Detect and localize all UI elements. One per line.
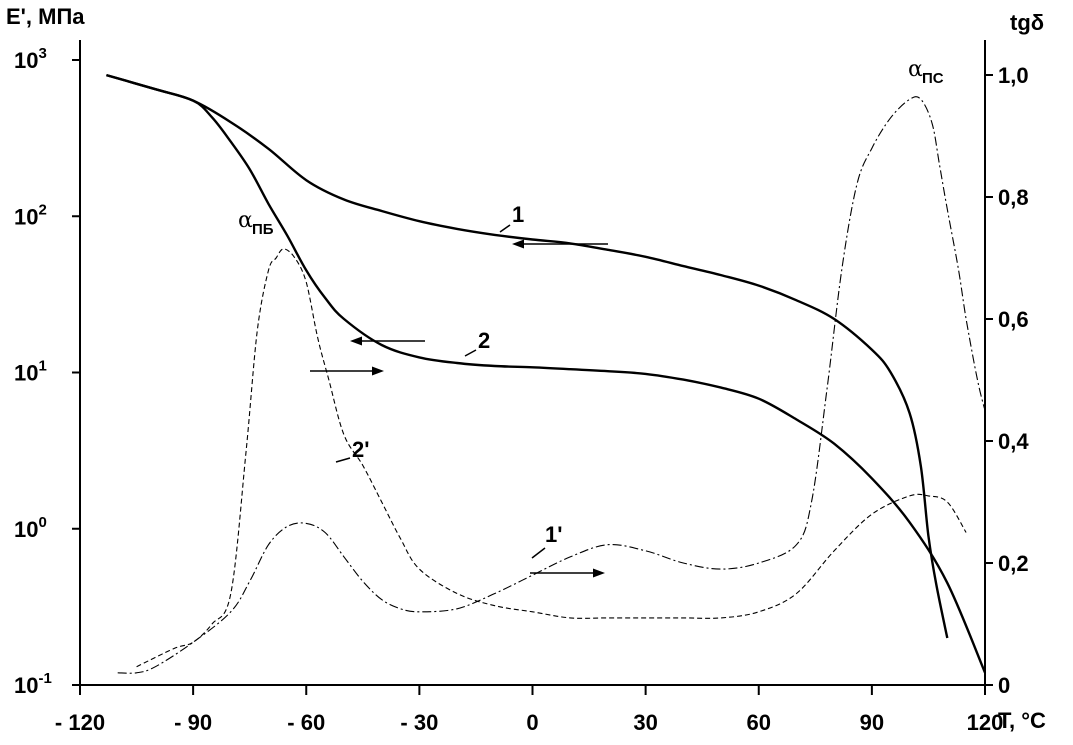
y-right-tick-label: 1,0 <box>998 63 1029 88</box>
leader-1prime <box>531 547 546 559</box>
y-right-tick-label: 0,8 <box>998 185 1029 210</box>
x-tick-label: 30 <box>633 710 657 735</box>
series-1-line <box>106 73 949 639</box>
svg-text:α: α <box>238 208 253 233</box>
series-1prime-line <box>117 96 986 674</box>
x-tick-label: - 90 <box>174 710 212 735</box>
series-label-1prime: 1' <box>545 522 562 547</box>
x-tick-label: 60 <box>747 710 771 735</box>
x-tick-label: - 30 <box>400 710 438 735</box>
arrow-series-2prime-right-axis <box>310 366 384 376</box>
x-tick-label: 90 <box>860 710 884 735</box>
arrow-series-1-left-axis <box>512 239 608 249</box>
svg-text:α: α <box>908 57 923 82</box>
series-2prime-line <box>136 248 967 668</box>
left-axis-title: E', МПа <box>6 4 85 29</box>
series-label-2prime: 2' <box>352 437 369 462</box>
y-right-tick-label: 0,4 <box>998 429 1029 454</box>
x-axis-title: T, °C <box>998 708 1046 733</box>
x-tick-label: - 120 <box>55 710 105 735</box>
right-axis-title: tgδ <box>1010 10 1044 35</box>
series-label-1: 1 <box>512 202 524 227</box>
y-left-tick-label: 101 <box>14 358 47 386</box>
leader-1 <box>499 224 511 233</box>
annotation-alpha-ps: α ПС <box>908 57 944 87</box>
y-right-tick-label: 0,2 <box>998 551 1029 576</box>
arrow-series-2-left-axis <box>350 336 425 346</box>
svg-text:ПС: ПС <box>922 70 944 87</box>
leader-2 <box>464 349 477 357</box>
svg-text:ПБ: ПБ <box>252 221 274 238</box>
y-right-tick-label: 0 <box>998 673 1010 698</box>
annotation-alpha-pb: α ПБ <box>238 208 274 238</box>
y-left-tick-label: 100 <box>14 514 47 542</box>
x-tick-label: 120 <box>967 710 1004 735</box>
y-left-tick-label: 10-1 <box>14 670 52 698</box>
series-label-2: 2 <box>478 328 490 353</box>
y-right-tick-label: 0,6 <box>998 307 1029 332</box>
x-tick-label: 0 <box>526 710 538 735</box>
series-2-line <box>106 73 987 674</box>
leader-2prime <box>335 457 351 463</box>
arrow-series-1prime-right-axis <box>530 568 605 578</box>
y-left-tick-label: 102 <box>14 201 47 229</box>
y-left-tick-label: 103 <box>14 45 47 73</box>
x-tick-label: - 60 <box>287 710 325 735</box>
